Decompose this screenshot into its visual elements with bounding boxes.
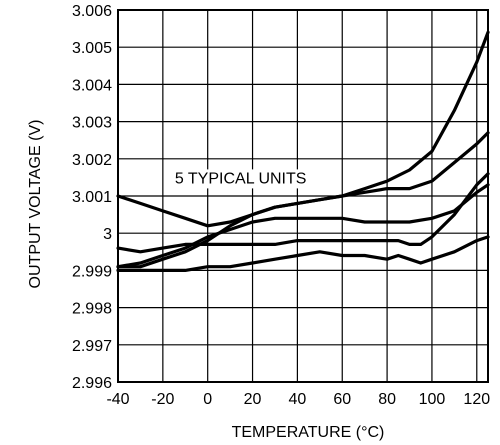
x-tick-label: 60: [333, 391, 351, 408]
grid: [117, 9, 488, 383]
x-tick-labels: -40 -20 0 20 40 60 80 100 120: [106, 391, 490, 408]
x-axis-label: TEMPERATURE (°C): [232, 424, 385, 441]
x-tick-label: -20: [151, 391, 174, 408]
x-tick-label: -40: [106, 391, 129, 408]
x-tick-label: 0: [203, 391, 212, 408]
y-tick-label: 2.998: [72, 301, 112, 318]
annotation-background: [171, 169, 310, 189]
y-tick-label: 3: [103, 226, 112, 243]
y-tick-label: 2.996: [72, 375, 112, 392]
x-tick-label: 40: [288, 391, 306, 408]
series-line-5: [116, 235, 490, 272]
series-lines: [116, 30, 490, 272]
y-tick-label: 3.003: [72, 115, 112, 132]
y-axis-label: OUTPUT VOLTAGE (V): [27, 120, 44, 289]
annotation-label: 5 TYPICAL UNITS: [175, 170, 307, 187]
y-tick-label: 3.001: [72, 189, 112, 206]
y-tick-label: 2.999: [72, 263, 112, 280]
series-line-4: [116, 172, 490, 254]
y-tick-label: 3.006: [72, 3, 112, 20]
x-tick-label: 120: [463, 391, 490, 408]
y-tick-label: 2.997: [72, 338, 112, 355]
x-tick-label: 100: [419, 391, 446, 408]
y-tick-label: 3.002: [72, 152, 112, 169]
series-line-2: [116, 131, 490, 269]
plot-frame: [117, 9, 489, 383]
y-tick-label: 3.005: [72, 40, 112, 57]
y-tick-labels: 2.996 2.997 2.998 2.999 3 3.001 3.002 3.003 3.00…: [72, 3, 112, 392]
y-tick-label: 3.004: [72, 77, 112, 94]
x-tick-label: 80: [378, 391, 396, 408]
series-line-3: [116, 183, 490, 269]
x-tick-label: 20: [244, 391, 262, 408]
